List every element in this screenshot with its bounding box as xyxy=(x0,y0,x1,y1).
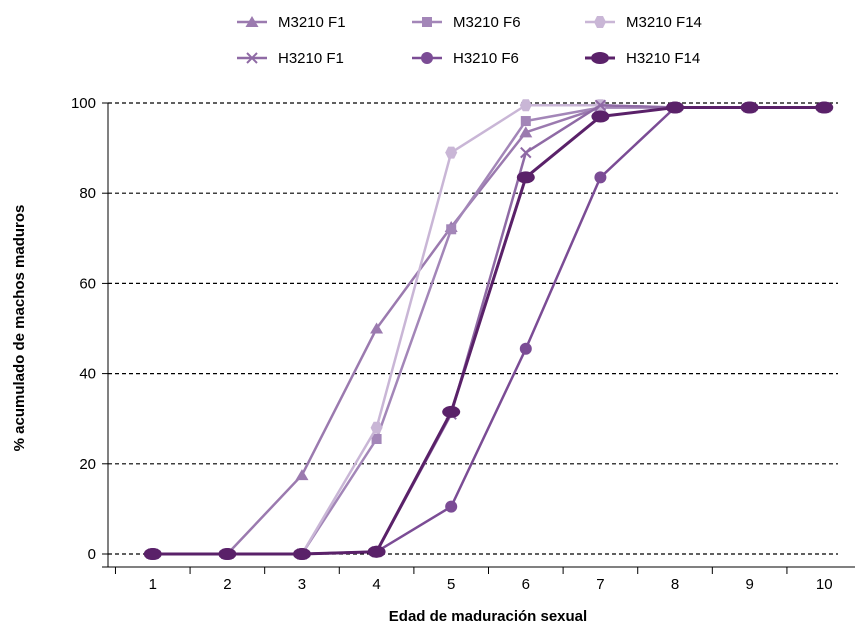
legend-item: M3210 F1 xyxy=(237,14,346,31)
legend-item: M3210 F14 xyxy=(585,14,702,31)
legend-marker xyxy=(245,16,259,27)
data-point xyxy=(442,405,461,418)
legend-item: M3210 F6 xyxy=(412,14,521,31)
data-point xyxy=(519,126,533,138)
data-point xyxy=(519,99,532,112)
legend-label: M3210 F6 xyxy=(453,14,521,31)
data-point xyxy=(591,110,610,123)
series-line xyxy=(152,104,825,556)
legend-item: H3210 F14 xyxy=(585,50,700,67)
legend-marker xyxy=(246,52,258,64)
data-point xyxy=(445,500,458,513)
x-tick-labels: 1 2 3 4 5 6 7 8 9 10 xyxy=(149,576,833,593)
data-point xyxy=(594,171,607,184)
data-point xyxy=(815,101,834,114)
y-tick-label: 80 xyxy=(79,185,96,202)
data-point xyxy=(520,146,532,159)
data-point xyxy=(445,146,458,159)
y-tick-label: 60 xyxy=(79,275,96,292)
x-tick-label: 10 xyxy=(816,576,833,593)
data-point xyxy=(740,101,759,114)
legend-item: H3210 F1 xyxy=(237,50,344,67)
legend-item: H3210 F6 xyxy=(412,50,519,67)
y-axis-title: % acumulado de machos maduros xyxy=(11,205,28,452)
series-h3210-f14 xyxy=(143,101,834,560)
legend-marker xyxy=(591,52,609,64)
data-point xyxy=(446,224,457,235)
data-point xyxy=(594,99,607,111)
legend-marker xyxy=(421,52,433,64)
series-m3210-f1 xyxy=(146,101,831,559)
legend-label: M3210 F1 xyxy=(278,14,346,31)
axes xyxy=(102,102,855,574)
data-point xyxy=(666,101,685,114)
legend-label: H3210 F6 xyxy=(453,50,519,67)
x-axis-title: Edad de maduración sexual xyxy=(389,608,587,625)
series-line xyxy=(152,106,825,556)
legend: M3210 F1 M3210 F6 M3210 F14 H3210 F1 H3210 F… xyxy=(237,14,702,67)
data-point xyxy=(292,548,311,560)
data-point xyxy=(370,322,384,334)
series-m3210-f6 xyxy=(147,102,830,559)
y-tick-label: 40 xyxy=(79,366,96,383)
x-tick-label: 4 xyxy=(372,576,380,593)
legend-label: H3210 F1 xyxy=(278,50,344,67)
series-line xyxy=(152,104,825,556)
x-tick-label: 1 xyxy=(149,576,157,593)
series-h3210-f6 xyxy=(146,101,831,560)
legend-label: H3210 F14 xyxy=(626,50,700,67)
x-tick-label: 9 xyxy=(745,576,753,593)
legend-marker xyxy=(422,17,432,27)
legend-marker xyxy=(594,16,606,28)
x-tick-label: 2 xyxy=(223,576,231,593)
grid-lines xyxy=(108,102,838,555)
data-point xyxy=(519,342,532,355)
series-m3210-f14 xyxy=(146,99,831,560)
data-point xyxy=(143,548,162,560)
x-tick-label: 8 xyxy=(671,576,679,593)
data-point xyxy=(371,433,382,444)
data-point xyxy=(367,545,386,558)
x-tick-label: 3 xyxy=(298,576,306,593)
y-tick-label: 20 xyxy=(79,456,96,473)
series-line xyxy=(152,106,825,556)
series-h3210-f1 xyxy=(147,99,830,560)
x-tick-label: 6 xyxy=(522,576,530,593)
legend-label: M3210 F14 xyxy=(626,14,702,31)
x-tick-label: 7 xyxy=(596,576,604,593)
x-tick-label: 5 xyxy=(447,576,455,593)
y-tick-label: 0 xyxy=(88,546,96,563)
data-point xyxy=(520,116,531,127)
y-tick-labels: 0 20 40 60 80 100 xyxy=(71,95,96,563)
data-point xyxy=(370,421,383,434)
data-point xyxy=(218,548,237,560)
data-point xyxy=(516,171,535,184)
y-tick-label: 100 xyxy=(71,95,96,112)
plot-area xyxy=(143,99,834,560)
data-point xyxy=(295,469,309,481)
